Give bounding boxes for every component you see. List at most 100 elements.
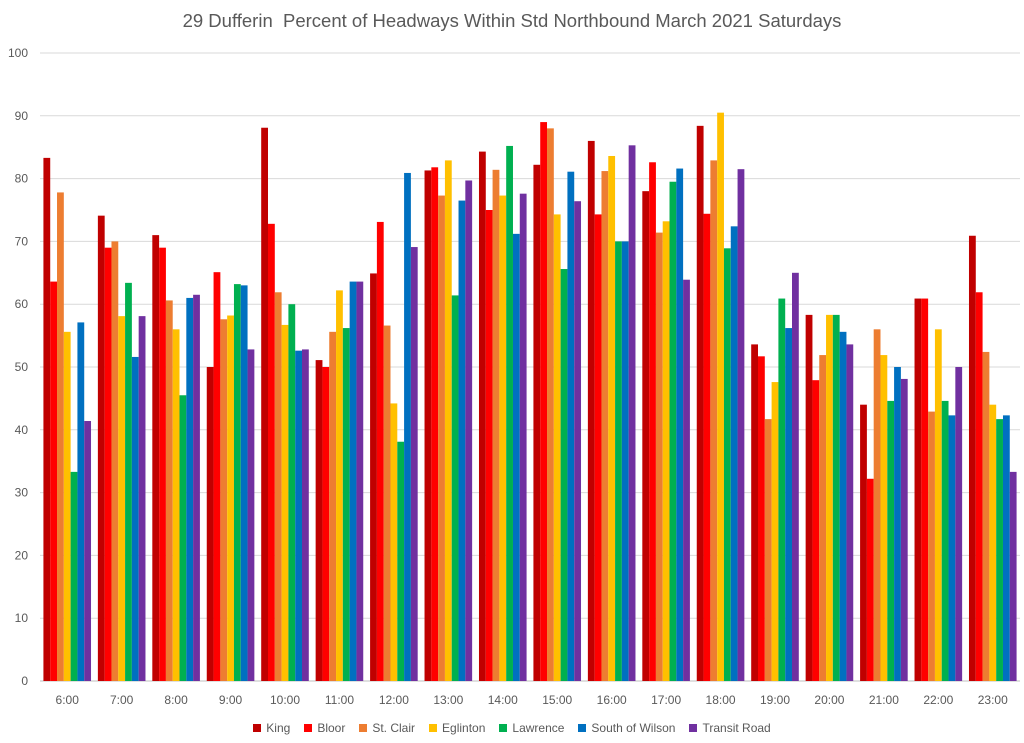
- legend-label: Eglinton: [442, 721, 486, 735]
- bar-transit-road-600: [84, 421, 92, 681]
- bar-south-of-wilson-1600: [621, 241, 629, 681]
- x-tick-label: 9:00: [219, 693, 243, 707]
- legend-item: Transit Road: [689, 721, 771, 735]
- legend-item: Eglinton: [429, 721, 485, 735]
- bar-st-clair-2200: [928, 411, 935, 681]
- bar-bloor-1900: [758, 356, 765, 681]
- y-tick-label: 50: [15, 360, 29, 374]
- bar-st-clair-1500: [547, 128, 554, 682]
- bar-king-700: [97, 215, 105, 681]
- bar-eglinton-1100: [336, 290, 343, 681]
- x-tick-label: 12:00: [379, 693, 409, 707]
- bar-eglinton-600: [63, 331, 71, 681]
- bar-king-1700: [642, 191, 650, 681]
- bar-st-clair-2100: [873, 329, 881, 681]
- bar-south-of-wilson-2200: [948, 415, 956, 681]
- x-tick-label: 15:00: [542, 693, 572, 707]
- x-tick-label: 10:00: [270, 693, 300, 707]
- bar-king-900: [206, 367, 214, 681]
- bar-eglinton-1900: [771, 382, 779, 681]
- bar-king-2100: [860, 404, 867, 681]
- legend-swatch: [689, 724, 698, 732]
- bar-transit-road-2300: [1009, 471, 1017, 681]
- bar-st-clair-2000: [819, 355, 827, 681]
- legend-item: St. Clair: [359, 721, 415, 735]
- bar-st-clair-600: [57, 192, 64, 682]
- bar-bloor-2300: [975, 292, 983, 681]
- bar-st-clair-2300: [982, 351, 990, 681]
- bar-eglinton-700: [118, 316, 126, 681]
- bar-south-of-wilson-900: [240, 285, 248, 681]
- bar-bloor-2200: [921, 298, 929, 681]
- bar-lawrence-1200: [397, 441, 405, 681]
- bar-south-of-wilson-600: [77, 322, 85, 681]
- bar-st-clair-1400: [492, 169, 500, 681]
- bar-south-of-wilson-1500: [567, 171, 575, 681]
- bar-king-1900: [751, 344, 758, 681]
- bar-bloor-1800: [703, 213, 711, 681]
- bar-transit-road-1600: [628, 145, 636, 681]
- bar-eglinton-2100: [880, 355, 888, 681]
- bar-eglinton-2300: [989, 404, 997, 681]
- y-tick-label: 80: [15, 172, 29, 186]
- y-tick-label: 90: [15, 109, 29, 123]
- bar-st-clair-1100: [329, 331, 337, 681]
- legend-item: Lawrence: [499, 721, 564, 735]
- bar-lawrence-600: [70, 471, 78, 681]
- x-tick-label: 7:00: [110, 693, 134, 707]
- bar-st-clair-1200: [383, 325, 391, 681]
- bar-king-2000: [805, 314, 813, 681]
- legend-label: Bloor: [317, 721, 346, 735]
- legend-label: St. Clair: [372, 721, 416, 735]
- bar-st-clair-1700: [655, 232, 663, 682]
- bar-south-of-wilson-2100: [894, 367, 901, 681]
- bar-lawrence-900: [233, 284, 241, 681]
- bar-bloor-1600: [594, 214, 602, 681]
- gridlines: [40, 52, 1020, 682]
- bar-transit-road-700: [138, 316, 146, 681]
- bar-king-1100: [315, 360, 323, 681]
- bar-lawrence-2300: [996, 419, 1003, 681]
- x-tick-label: 16:00: [597, 693, 627, 707]
- x-tick-label: 23:00: [978, 693, 1008, 707]
- legend-item: King: [253, 721, 290, 735]
- bar-lawrence-1800: [723, 248, 731, 681]
- legend-label: Lawrence: [512, 721, 565, 735]
- bar-south-of-wilson-1400: [512, 233, 520, 682]
- bar-transit-road-1400: [519, 193, 527, 682]
- bar-south-of-wilson-1700: [676, 168, 684, 682]
- bar-transit-road-2100: [900, 378, 908, 681]
- bar-south-of-wilson-1200: [404, 172, 411, 681]
- bars: [43, 112, 1017, 682]
- x-tick-label: 22:00: [923, 693, 953, 707]
- bar-st-clair-1800: [710, 160, 718, 681]
- bar-king-2300: [968, 235, 976, 681]
- bar-king-2200: [914, 298, 922, 681]
- bar-st-clair-900: [220, 319, 228, 681]
- bar-south-of-wilson-800: [186, 297, 194, 681]
- bar-st-clair-1900: [764, 419, 772, 681]
- bar-king-1200: [370, 273, 377, 681]
- bar-eglinton-800: [172, 329, 180, 681]
- legend-label: South of Wilson: [591, 721, 676, 735]
- bar-bloor-1100: [322, 367, 330, 681]
- bar-south-of-wilson-1800: [730, 226, 738, 681]
- bar-lawrence-2200: [941, 400, 949, 681]
- legend-swatch: [499, 724, 508, 732]
- bar-bloor-800: [159, 247, 166, 681]
- bar-king-1800: [696, 125, 704, 682]
- bar-transit-road-800: [193, 294, 200, 681]
- legend-swatch: [304, 724, 313, 732]
- bar-lawrence-2100: [887, 400, 895, 681]
- bar-lawrence-1900: [778, 298, 786, 681]
- bar-st-clair-800: [165, 300, 173, 681]
- bar-transit-road-1100: [356, 281, 364, 681]
- legend-item: Bloor: [304, 721, 345, 735]
- y-tick-label: 40: [15, 423, 29, 437]
- legend: King Bloor St. Clair Eglinton Lawrence South …: [0, 721, 1024, 735]
- x-tick-label: 20:00: [814, 693, 844, 707]
- bar-eglinton-1700: [662, 221, 670, 682]
- x-tick-label: 8:00: [164, 693, 188, 707]
- bar-bloor-2000: [812, 380, 820, 681]
- y-axis-ticks: 0 10 20 30 40 50 60 70 80 90 100: [8, 46, 28, 688]
